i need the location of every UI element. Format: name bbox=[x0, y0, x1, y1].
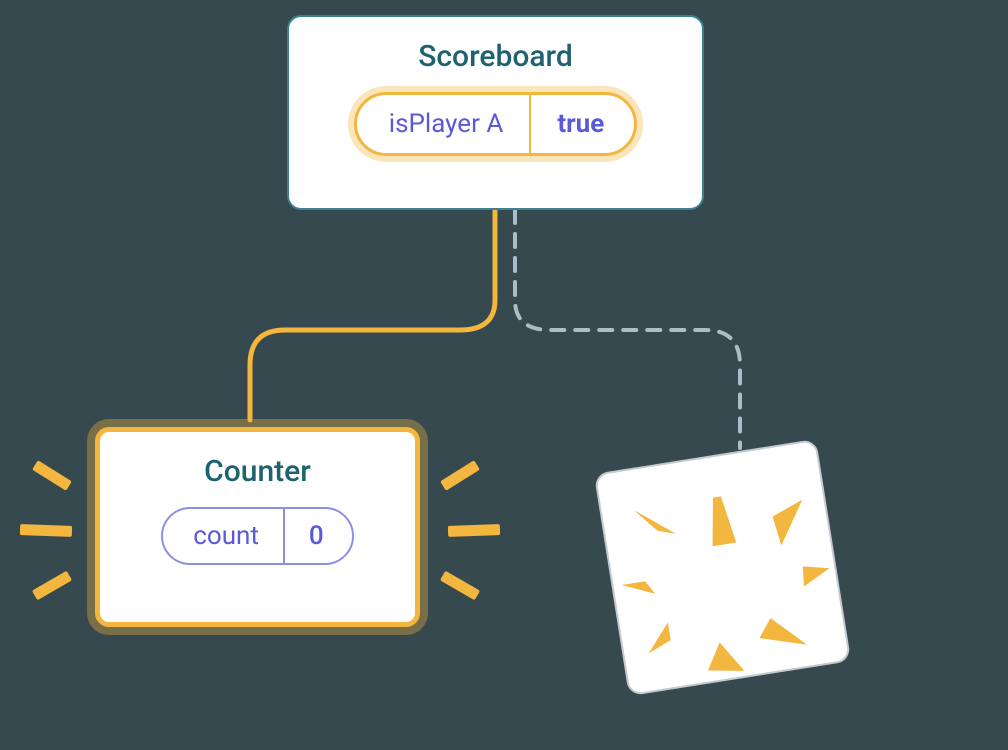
shard bbox=[705, 495, 736, 546]
scoreboard-title: Scoreboard bbox=[418, 39, 573, 74]
destroyed-node bbox=[594, 439, 851, 696]
connector-dashed bbox=[515, 210, 740, 448]
burst-line bbox=[20, 524, 72, 537]
burst-line bbox=[440, 571, 480, 601]
shard bbox=[704, 639, 745, 676]
shard bbox=[644, 622, 672, 653]
shard bbox=[801, 562, 832, 586]
shard bbox=[634, 504, 676, 540]
diagram-canvas: Scoreboard isPlayer A true Counter count… bbox=[0, 0, 1008, 750]
shard bbox=[621, 580, 655, 599]
burst-line bbox=[32, 460, 72, 491]
connector-solid bbox=[250, 210, 495, 420]
scoreboard-state-pill: isPlayer A true bbox=[354, 92, 637, 156]
sparkle-icon bbox=[606, 92, 637, 133]
counter-node: Counter count 0 bbox=[95, 427, 420, 627]
counter-title: Counter bbox=[204, 454, 311, 489]
scoreboard-node: Scoreboard isPlayer A true bbox=[287, 15, 704, 210]
destroyed-shards-icon bbox=[596, 440, 853, 697]
burst-line bbox=[32, 571, 72, 601]
pill-key: isPlayer A bbox=[357, 95, 530, 153]
pill-key: count bbox=[163, 509, 283, 563]
pill-value: 0 bbox=[285, 509, 352, 563]
counter-state-pill: count 0 bbox=[161, 507, 353, 565]
burst-line bbox=[440, 460, 480, 491]
shard bbox=[757, 613, 807, 652]
burst-line bbox=[448, 524, 500, 537]
shard bbox=[771, 500, 809, 546]
